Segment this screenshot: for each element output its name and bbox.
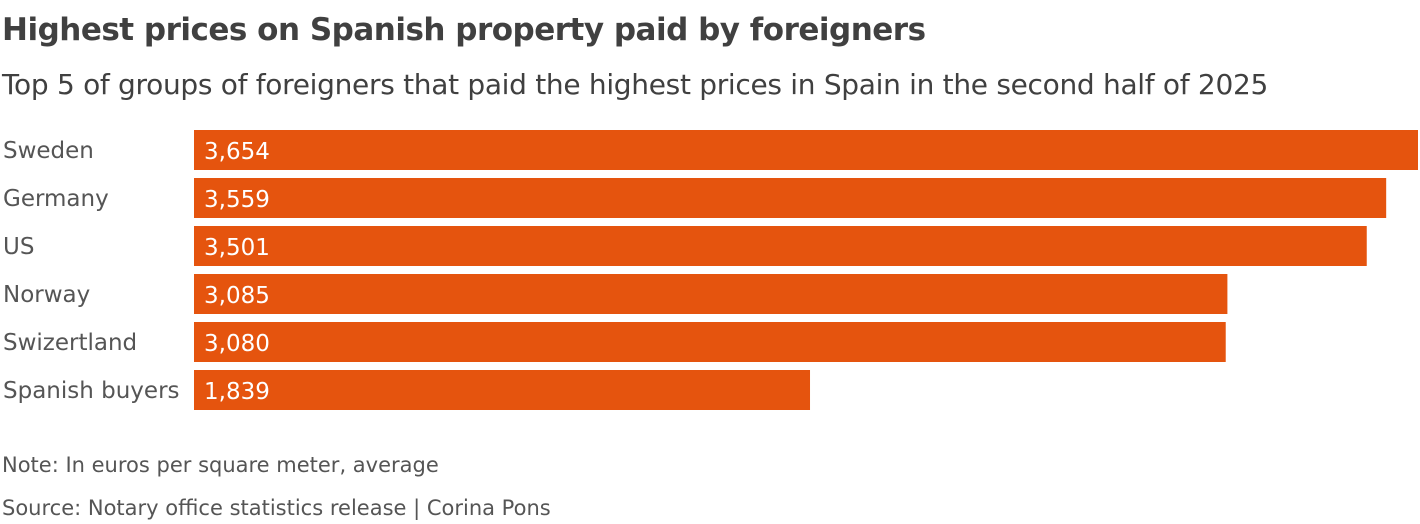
category-label: Norway: [3, 282, 90, 308]
chart-source: Source: Notary office statistics release…: [2, 496, 551, 520]
bar: [194, 274, 1228, 314]
chart-subtitle: Top 5 of groups of foreigners that paid …: [2, 68, 1268, 101]
category-label: Germany: [3, 186, 109, 212]
value-label: 3,559: [204, 187, 270, 213]
category-label: Sweden: [3, 138, 94, 164]
category-label: Spanish buyers: [3, 378, 180, 404]
bar-chart: Sweden 3,654 Germany 3,559 US 3,501 Norway 3,08…: [3, 130, 1418, 410]
bar: [194, 322, 1226, 362]
bar: [194, 370, 811, 410]
category-label: Swizertland: [3, 330, 137, 356]
bar: [194, 178, 1387, 218]
chart-title: Highest prices on Spanish property paid …: [2, 12, 926, 48]
value-label: 1,839: [204, 379, 270, 405]
value-label: 3,080: [204, 331, 270, 357]
bar: [194, 226, 1367, 266]
chart-note: Note: In euros per square meter, average: [2, 453, 439, 477]
category-label: US: [3, 234, 34, 260]
value-label: 3,085: [204, 283, 270, 309]
value-label: 3,654: [204, 139, 270, 165]
value-label: 3,501: [204, 235, 270, 261]
bar: [194, 130, 1418, 170]
